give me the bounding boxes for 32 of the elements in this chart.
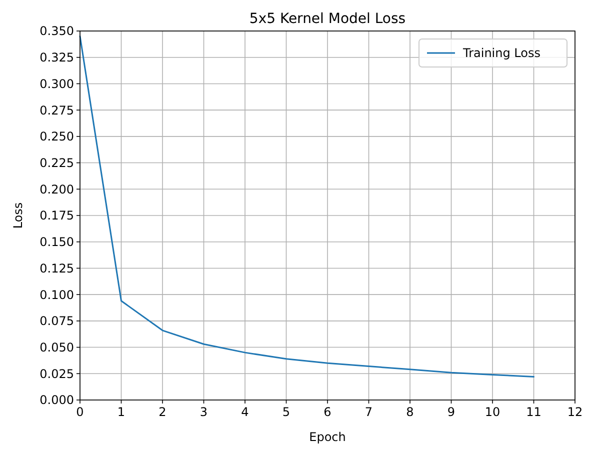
- y-tick-label: 0.050: [40, 340, 74, 354]
- x-axis-title: Epoch: [309, 430, 346, 444]
- legend-label: Training Loss: [462, 46, 540, 60]
- y-tick-label: 0.025: [40, 366, 74, 381]
- x-tick-label: 3: [200, 405, 208, 419]
- y-tick-label: 0.125: [40, 261, 74, 276]
- y-tick-label: 0.300: [40, 76, 74, 91]
- x-tick-label: 7: [364, 405, 373, 419]
- y-tick-label: 0.350: [40, 24, 74, 38]
- y-tick-label: 0.100: [40, 288, 74, 302]
- y-tick-label: 0.275: [40, 103, 74, 118]
- y-tick-label: 0.225: [40, 156, 74, 170]
- y-tick-label: 0.000: [40, 393, 74, 408]
- x-tick-label: 9: [447, 405, 456, 419]
- y-tick-label: 0.325: [40, 50, 74, 65]
- x-tick-label: 6: [324, 405, 332, 419]
- x-tick-label: 11: [526, 405, 542, 419]
- y-tick-label: 0.200: [40, 182, 74, 196]
- chart-title: 5x5 Kernel Model Loss: [249, 11, 406, 27]
- x-tick-label: 5: [282, 405, 290, 419]
- y-tick-label: 0.250: [40, 130, 74, 144]
- y-tick-label: 0.175: [40, 208, 74, 223]
- y-tick-label: 0.075: [40, 314, 74, 328]
- x-tick-label: 10: [484, 405, 500, 419]
- x-tick-label: 8: [406, 405, 414, 419]
- x-tick-label: 0: [76, 405, 84, 419]
- y-axis-title: Loss: [11, 202, 25, 229]
- x-tick-label: 12: [567, 405, 583, 419]
- x-tick-label: 4: [241, 405, 249, 419]
- x-tick-label: 1: [117, 405, 126, 419]
- x-tick-label: 2: [158, 405, 166, 419]
- y-tick-label: 0.150: [40, 235, 74, 250]
